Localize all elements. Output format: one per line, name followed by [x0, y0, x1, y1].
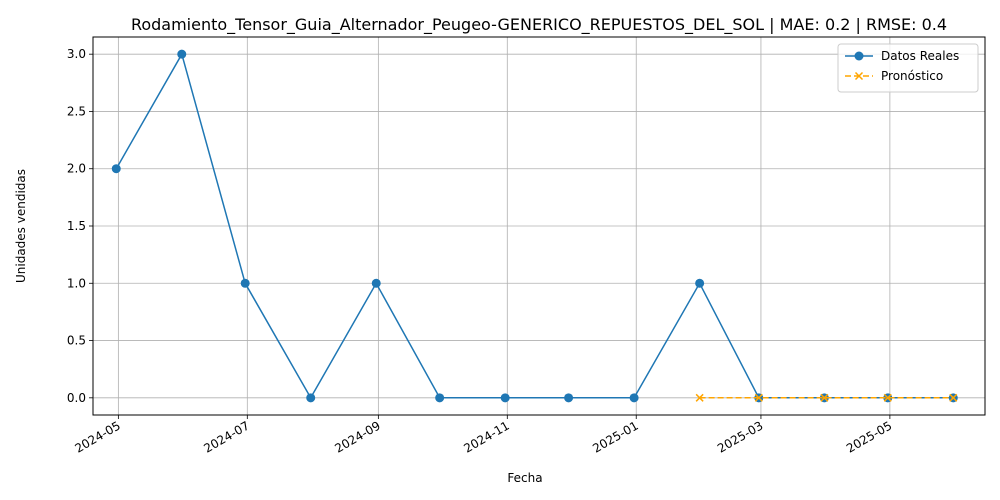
y-tick-label: 1.0 [67, 276, 86, 290]
y-axis-label: Unidades vendidas [14, 169, 28, 283]
legend-label-pronostico: Pronóstico [881, 69, 943, 83]
data-point-datos-reales [371, 278, 381, 288]
data-point-pronostico [883, 393, 892, 402]
chart-title: Rodamiento_Tensor_Guia_Alternador_Peugeo… [131, 15, 947, 35]
legend-label-datos-reales: Datos Reales [881, 49, 959, 63]
x-axis-label: Fecha [507, 471, 542, 485]
y-axis: 0.0 0.5 1.0 1.5 2.0 2.5 3.0 [67, 47, 93, 405]
data-point-datos-reales [306, 393, 316, 403]
y-tick-label: 0.0 [67, 391, 86, 405]
y-tick-label: 1.5 [67, 219, 86, 233]
data-point-pronostico [754, 393, 763, 402]
data-point-datos-reales [435, 393, 445, 403]
y-tick-label: 0.5 [67, 334, 86, 348]
y-tick-label: 2.0 [67, 162, 86, 176]
data-point-datos-reales [111, 164, 121, 174]
grid-lines [93, 37, 985, 415]
data-point-datos-reales [177, 49, 187, 59]
legend-marker-pronostico [854, 71, 864, 81]
data-point-pronostico [695, 393, 704, 402]
y-tick-label: 3.0 [67, 47, 86, 61]
data-point-datos-reales [629, 393, 639, 403]
legend: Datos Reales Pronóstico [837, 43, 979, 93]
data-point-datos-reales [240, 278, 250, 288]
data-point-pronostico [820, 393, 829, 402]
legend-marker-datos-reales [854, 51, 864, 61]
data-point-pronostico [949, 393, 958, 402]
y-tick-label: 2.5 [67, 104, 86, 118]
data-point-datos-reales [500, 393, 510, 403]
data-point-datos-reales [564, 393, 574, 403]
series-layer [111, 49, 958, 403]
data-point-datos-reales [695, 278, 705, 288]
